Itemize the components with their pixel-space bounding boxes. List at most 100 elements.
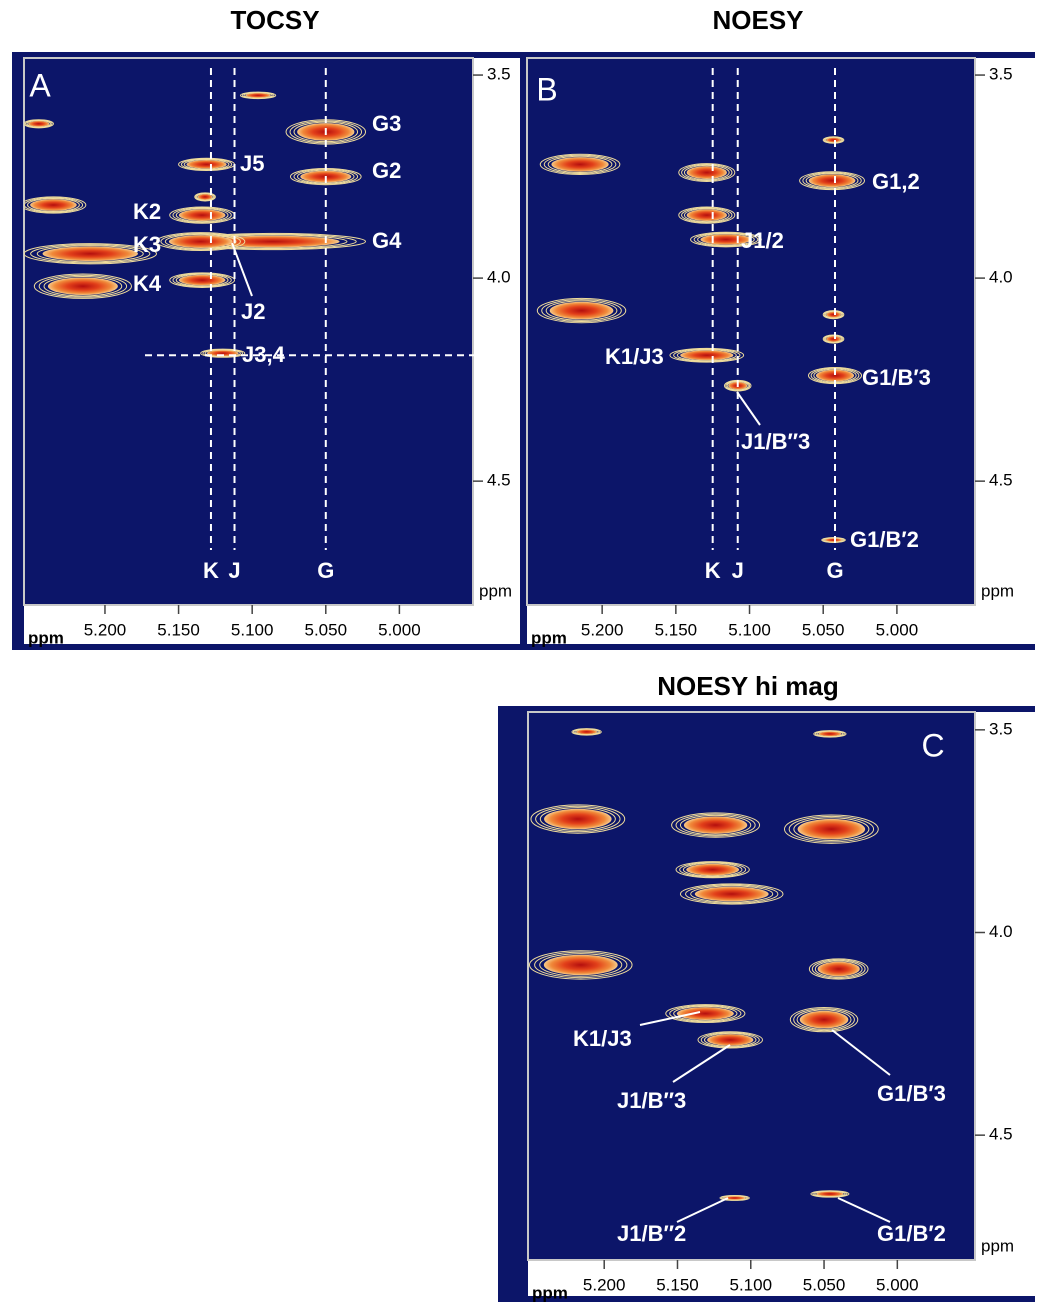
- guide-label: J: [732, 558, 744, 583]
- peak-label: K3: [133, 232, 161, 257]
- right-axis-strip: [975, 712, 1035, 1264]
- peak-fill: [43, 246, 138, 261]
- peak-fill: [179, 209, 226, 221]
- peak: [156, 233, 244, 251]
- peak: [170, 273, 235, 288]
- peak-fill: [826, 336, 841, 342]
- x-tick-label: 5.000: [378, 620, 421, 639]
- peak: [179, 158, 235, 170]
- panel-title: NOESY: [712, 5, 803, 35]
- peak-fill: [826, 138, 841, 143]
- peak-label: G1,2: [872, 169, 920, 194]
- peak-label: G1/B′3: [862, 365, 931, 390]
- x-tick-label: 5.100: [231, 620, 274, 639]
- peak-fill: [550, 302, 614, 320]
- x-tick-label: 5.050: [803, 1275, 846, 1294]
- peak: [814, 731, 846, 737]
- y-tick-label: 4.0: [989, 922, 1013, 941]
- guide-label: G: [826, 558, 843, 583]
- y-tick-label: 3.5: [989, 65, 1013, 84]
- peak-fill: [800, 1011, 849, 1029]
- peak-fill: [576, 730, 597, 735]
- peak: [800, 172, 865, 190]
- peak-fill: [179, 275, 226, 286]
- x-tick-label: 5.150: [656, 1275, 699, 1294]
- peak: [823, 311, 844, 319]
- peak: [784, 815, 878, 843]
- peak-fill: [707, 1034, 753, 1046]
- y-tick-label: 4.5: [989, 1125, 1013, 1144]
- peak-fill: [809, 174, 856, 187]
- peak-label: J1/B″2: [617, 1221, 686, 1246]
- peak: [529, 951, 632, 979]
- x-tick-label: 5.100: [729, 1275, 772, 1294]
- peak-fill: [818, 962, 860, 977]
- x-tick-label: 5.000: [876, 620, 919, 639]
- peak: [811, 1191, 849, 1197]
- peak-fill: [48, 277, 118, 295]
- peak-label: J1/B″3: [741, 429, 810, 454]
- peak-fill: [686, 864, 739, 876]
- x-tick-label: 5.150: [655, 620, 698, 639]
- peak-label: G1/B′2: [850, 527, 919, 552]
- y-tick-label: 3.5: [487, 65, 511, 84]
- peak: [666, 1005, 745, 1023]
- guide-label: K: [203, 558, 219, 583]
- x-tick-label: 5.050: [305, 620, 348, 639]
- y-tick-label: 4.0: [487, 268, 511, 287]
- peak: [823, 137, 844, 143]
- y-tick-label: 4.5: [487, 471, 511, 490]
- peak-fill: [826, 312, 841, 318]
- peak: [679, 207, 735, 223]
- peak-fill: [544, 955, 618, 975]
- peak: [790, 1007, 857, 1031]
- peak: [21, 197, 86, 213]
- peak-fill: [544, 809, 612, 829]
- peak-label: K1/J3: [605, 344, 664, 369]
- panel-letter: A: [29, 67, 51, 103]
- peak-label: K2: [133, 199, 161, 224]
- peak-label: K1/J3: [573, 1026, 632, 1051]
- y-axis-label: ppm: [479, 581, 512, 600]
- peak: [540, 154, 620, 174]
- peak-label: G1/B′3: [877, 1081, 946, 1106]
- peak-label: G4: [372, 228, 402, 253]
- plot-area: [24, 58, 473, 605]
- peak-label: J5: [240, 151, 264, 176]
- peak-label: J2: [241, 299, 265, 324]
- peak: [823, 335, 844, 343]
- peak-label: J1/B″3: [617, 1088, 686, 1113]
- peak: [822, 538, 846, 543]
- peak-fill: [169, 235, 233, 248]
- peak-label: G1/B′2: [877, 1221, 946, 1246]
- peak-label: J1/2: [741, 228, 784, 253]
- peak: [809, 959, 868, 979]
- x-tick-label: 5.050: [802, 620, 845, 639]
- y-axis-label: ppm: [981, 1236, 1014, 1255]
- peak: [672, 813, 760, 837]
- right-axis-strip: [473, 58, 520, 609]
- y-tick-label: 3.5: [989, 719, 1013, 738]
- peak-fill: [684, 816, 747, 834]
- peak-fill: [818, 732, 841, 737]
- peak: [24, 120, 53, 128]
- peak-fill: [695, 887, 769, 902]
- guide-label: G: [317, 558, 334, 583]
- peak: [676, 862, 749, 878]
- x-tick-label: 5.200: [84, 620, 127, 639]
- peak: [680, 884, 783, 904]
- x-tick-label: 5.200: [583, 1275, 626, 1294]
- peak: [572, 729, 601, 735]
- peak-fill: [28, 121, 49, 127]
- peak: [537, 298, 625, 322]
- panel-title: TOCSY: [230, 5, 319, 35]
- peak-label: G3: [372, 111, 401, 136]
- guide-label: K: [705, 558, 721, 583]
- peak-fill: [30, 199, 77, 211]
- peak-fill: [680, 350, 733, 360]
- peak-fill: [245, 93, 270, 98]
- peak-fill: [677, 1007, 734, 1020]
- x-axis-label: ppm: [28, 628, 64, 647]
- peak-fill: [186, 160, 226, 169]
- peak: [531, 805, 625, 833]
